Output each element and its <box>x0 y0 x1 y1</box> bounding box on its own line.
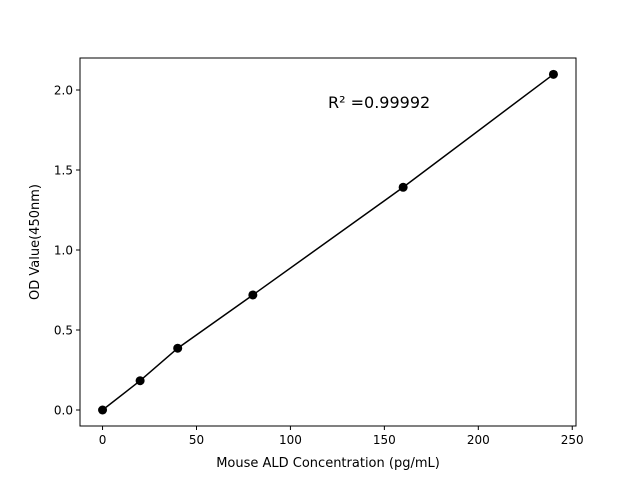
data-point <box>135 376 145 386</box>
data-point <box>398 182 408 192</box>
y-axis-label: OD Value(450nm) <box>28 184 43 300</box>
x-tick-label: 200 <box>467 433 490 447</box>
y-tick-label: 2.0 <box>54 84 73 98</box>
data-point <box>98 405 108 415</box>
y-tick-label: 1.5 <box>54 164 73 178</box>
x-axis-ticks: 0 50 100 150 200 250 <box>99 426 584 447</box>
series-layer <box>98 69 558 415</box>
x-tick-label: 150 <box>373 433 396 447</box>
y-tick-label: 1.0 <box>54 244 73 258</box>
x-tick-label: 50 <box>189 433 204 447</box>
y-axis-ticks: 0.0 0.5 1.0 1.5 2.0 <box>54 84 80 418</box>
y-tick-label: 0.5 <box>54 324 73 338</box>
x-axis-label: Mouse ALD Concentration (pg/mL) <box>216 456 440 471</box>
y-tick-label: 0.0 <box>54 404 73 418</box>
data-point <box>248 290 258 300</box>
data-point <box>548 69 558 79</box>
r-squared-annotation: R² =0.99992 <box>328 93 430 112</box>
series-line <box>102 73 554 411</box>
x-tick-label: 100 <box>279 433 302 447</box>
x-tick-label: 0 <box>99 433 107 447</box>
x-tick-label: 250 <box>561 433 584 447</box>
data-point <box>173 343 183 353</box>
